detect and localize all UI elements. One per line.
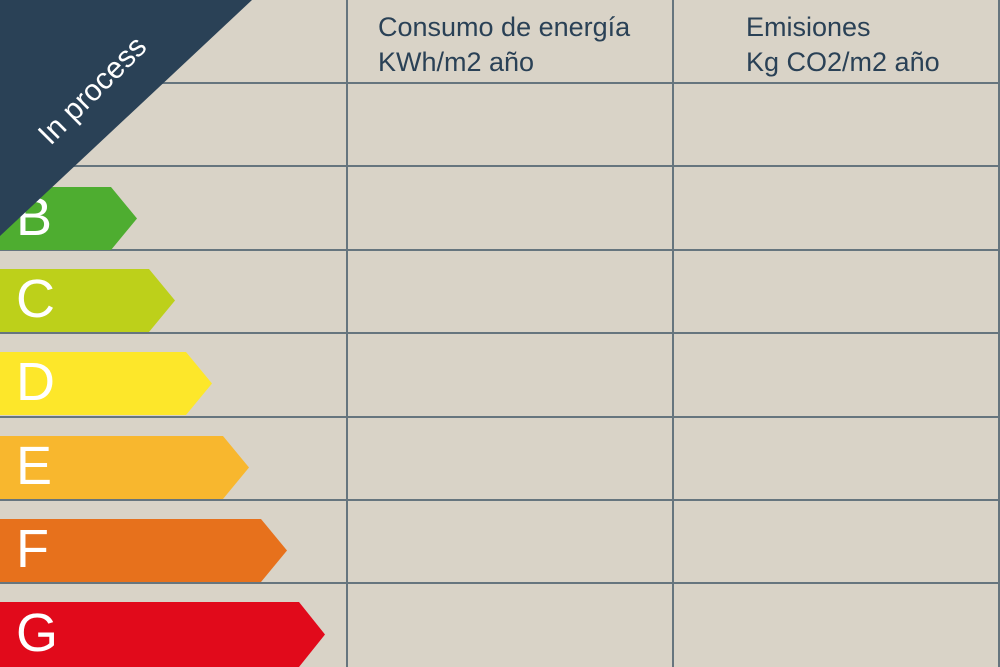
grid-hline-5 xyxy=(0,416,1000,418)
grid-hline-3 xyxy=(0,249,1000,251)
grid-vline-consumption xyxy=(346,0,348,667)
rating-letter: E xyxy=(16,436,53,496)
rating-letter: D xyxy=(16,352,55,412)
rating-arrow-g: G xyxy=(0,602,325,667)
rating-letter: F xyxy=(16,519,49,579)
in-process-banner: In process xyxy=(0,0,252,236)
grid-hline-1 xyxy=(0,82,1000,84)
emissions-column-header: Emisiones Kg CO2/m2 año xyxy=(746,10,940,80)
rating-letter: G xyxy=(16,603,59,663)
rating-arrow-d: D xyxy=(0,352,212,415)
grid-hline-7 xyxy=(0,582,1000,584)
grid-hline-4 xyxy=(0,332,1000,334)
emissions-header-line2: Kg CO2/m2 año xyxy=(746,47,940,77)
grid-hline-2 xyxy=(0,165,1000,167)
rating-arrow-c: C xyxy=(0,269,175,332)
grid-hline-6 xyxy=(0,499,1000,501)
consumption-header-line1: Consumo de energía xyxy=(378,12,631,42)
grid-vline-emissions xyxy=(672,0,674,667)
rating-arrow-f: F xyxy=(0,519,287,582)
grid-vline-right-edge xyxy=(998,0,1000,667)
emissions-header-line1: Emisiones xyxy=(746,12,871,42)
consumption-header-line2: KWh/m2 año xyxy=(378,47,535,77)
consumption-column-header: Consumo de energía KWh/m2 año xyxy=(378,10,630,80)
rating-arrow-e: E xyxy=(0,436,249,499)
rating-letter: C xyxy=(16,269,55,329)
